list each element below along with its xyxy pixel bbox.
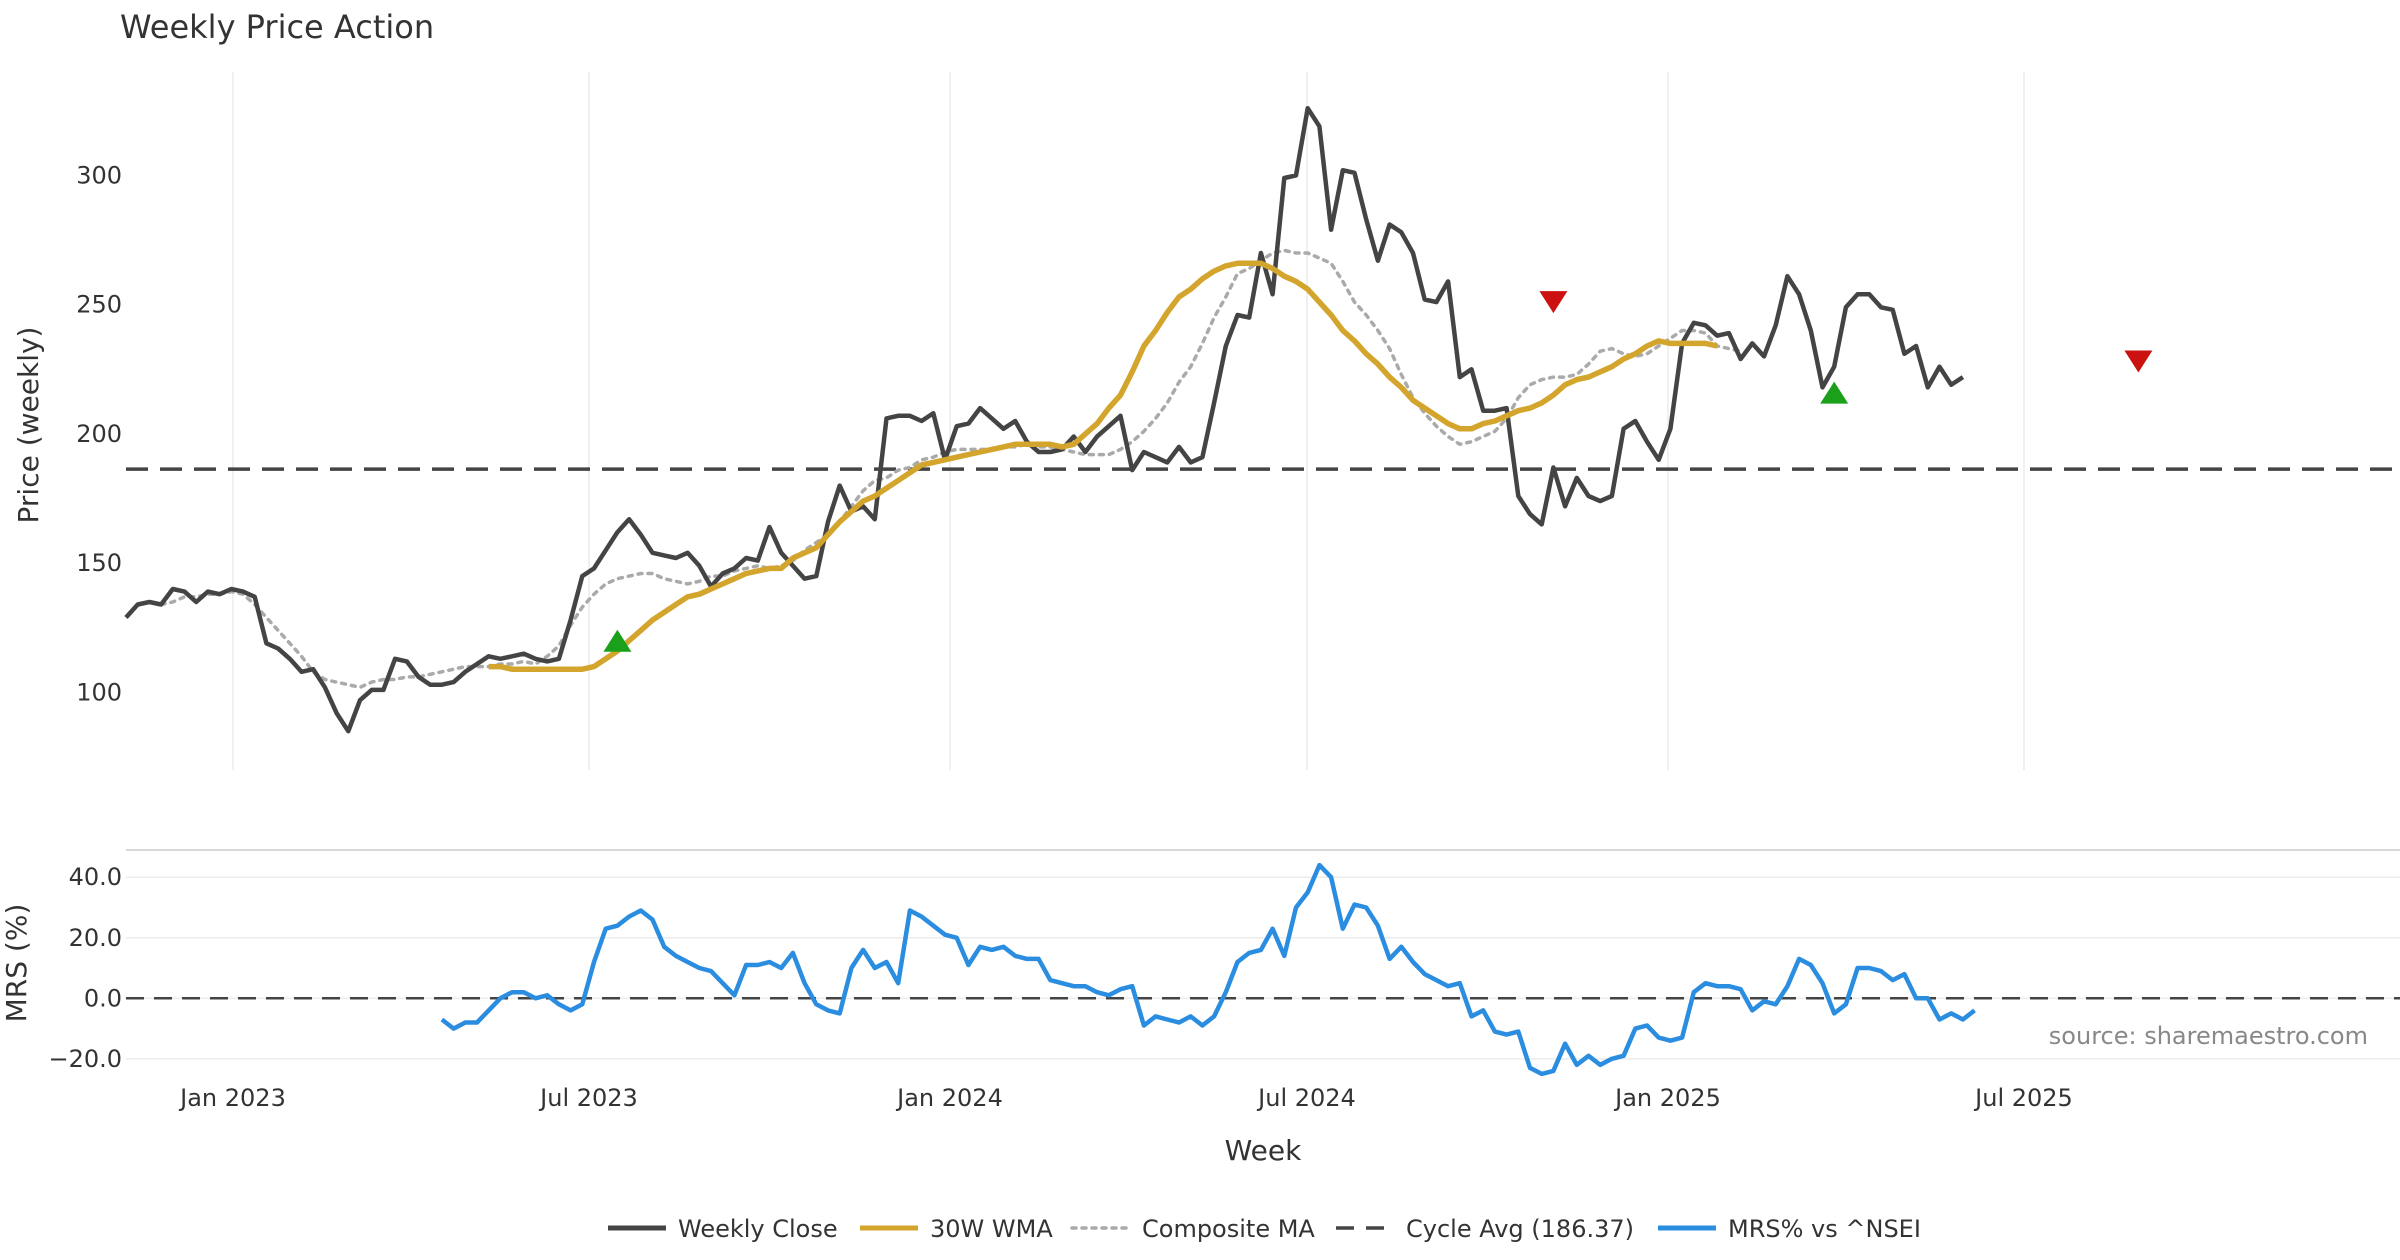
price-tick-150: 150 [76,549,122,577]
x-axis-label: Week [1225,1134,1302,1167]
price-tick-300: 300 [76,161,122,189]
legend-label-2: Composite MA [1142,1215,1315,1243]
legend-label-3: Cycle Avg (186.37) [1406,1215,1634,1243]
series-layer [124,105,2400,1077]
chart-title: Weekly Price Action [120,8,434,46]
x-tick-0: Jan 2023 [178,1084,286,1112]
x-tick-1: Jul 2023 [538,1084,638,1112]
price-tick-200: 200 [76,420,122,448]
mrs-tick-1: 20.0 [69,924,122,952]
price-axis-label: Price (weekly) [12,327,45,524]
buy-signal-0 [603,629,632,652]
price-tick-250: 250 [76,291,122,319]
sell-signal-1 [2124,350,2153,373]
legend: Weekly Close 30W WMA Composite MA Cycle Avg… [608,1215,1921,1243]
mrs-line [440,862,1976,1077]
mrs-tick-3: −20.0 [48,1045,122,1073]
sell-signal-0 [1539,291,1568,314]
price-tick-100: 100 [76,678,122,706]
axis-labels: 100 150 200 250 300 40.0 20.0 0.0 −20.0 Jan 2023 J… [48,161,2072,1112]
composite-ma-line [159,248,1743,690]
wma-30w-line [488,260,1718,672]
source-note: source: sharemaestro.com [2049,1022,2368,1050]
mrs-tick-2: 0.0 [84,984,122,1012]
x-tick-2: Jan 2024 [895,1084,1003,1112]
mrs-axis-label: MRS (%) [0,904,33,1023]
buy-signal-1 [1820,381,1849,404]
legend-label-0: Weekly Close [678,1215,838,1243]
x-tick-5: Jul 2025 [1973,1084,2073,1112]
legend-label-1: 30W WMA [930,1215,1053,1243]
legend-label-4: MRS% vs ^NSEI [1728,1215,1921,1243]
x-tick-3: Jul 2024 [1256,1084,1356,1112]
x-tick-4: Jan 2025 [1613,1084,1721,1112]
mrs-tick-0: 40.0 [69,863,122,891]
grid-lines [126,72,2400,1060]
weekly-close-line [124,105,1965,734]
